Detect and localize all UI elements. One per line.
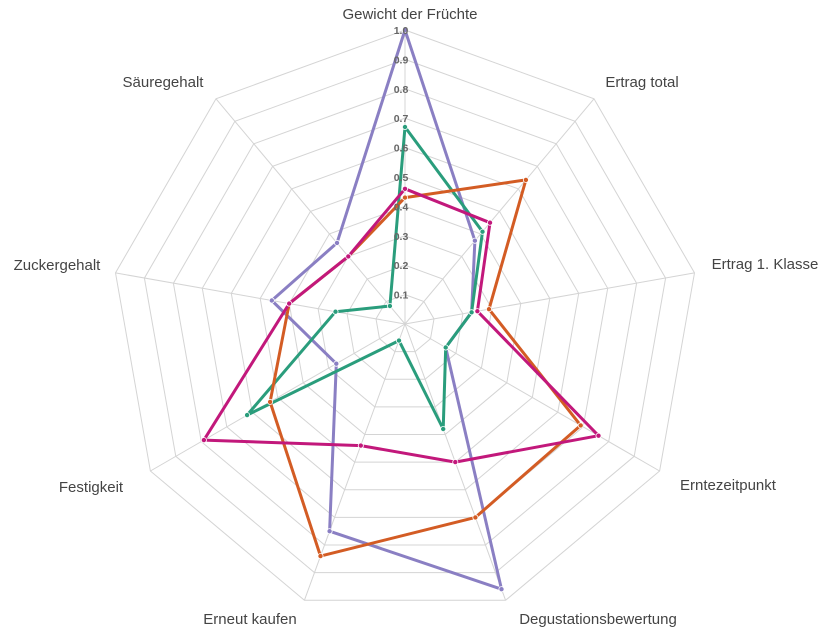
axis-label-0: Gewicht der Früchte <box>342 6 477 23</box>
tick-label-1.0: 1.0 <box>394 25 409 37</box>
data-point-1-2 <box>468 309 475 316</box>
data-point-1-0 <box>401 124 408 131</box>
tick-label-0.2: 0.2 <box>394 260 409 272</box>
radar-series-layer <box>200 26 602 593</box>
data-point-2-4 <box>472 514 479 521</box>
data-point-0-4 <box>498 586 505 593</box>
grid-ring-10 <box>114 29 696 601</box>
tick-label-0.3: 0.3 <box>394 231 409 243</box>
data-point-1-1 <box>479 228 486 235</box>
tick-label-0.4: 0.4 <box>394 201 409 213</box>
grid-ring-6 <box>230 147 580 491</box>
data-point-3-4 <box>452 459 459 466</box>
series-line-3 <box>202 187 600 464</box>
grid-ring-2 <box>346 264 464 380</box>
data-point-0-1 <box>471 237 478 244</box>
data-point-3-8 <box>345 253 352 260</box>
axis-label-1: Ertrag total <box>605 74 678 91</box>
tick-label-0.1: 0.1 <box>394 290 409 302</box>
data-point-0-8 <box>333 239 340 246</box>
series-1 <box>244 124 486 432</box>
axis-spoke-7 <box>115 272 406 325</box>
data-point-3-0 <box>401 185 408 192</box>
series-2 <box>267 176 584 560</box>
series-line-0 <box>270 28 503 591</box>
axis-label-5: Erneut kaufen <box>203 611 296 628</box>
data-point-1-3 <box>442 344 449 351</box>
data-point-3-1 <box>486 219 493 226</box>
tick-label-0.7: 0.7 <box>394 113 409 125</box>
axis-label-3: Erntezeitpunkt <box>680 477 777 494</box>
tick-label-0.5: 0.5 <box>394 172 409 184</box>
axis-spoke-2 <box>404 272 695 325</box>
grid-ring-8 <box>172 88 638 546</box>
data-point-0-0 <box>401 26 408 33</box>
data-point-3-3 <box>595 432 602 439</box>
axis-label-8: Säuregehalt <box>123 74 205 91</box>
series-line-1 <box>245 125 484 431</box>
axis-spoke-1 <box>404 98 595 325</box>
data-point-2-6 <box>267 398 274 405</box>
data-point-3-2 <box>474 308 481 315</box>
series-3 <box>200 185 602 466</box>
axis-spoke-8 <box>215 98 406 325</box>
data-point-2-1 <box>522 176 529 183</box>
data-point-2-2 <box>485 306 492 313</box>
axis-label-7: Zuckergehalt <box>14 257 102 274</box>
axis-spoke-6 <box>150 323 406 472</box>
tick-label-0.9: 0.9 <box>394 54 409 66</box>
data-point-1-5 <box>395 337 402 344</box>
data-point-1-7 <box>332 308 339 315</box>
axis-label-4: Degustationsbewertung <box>519 611 677 628</box>
data-point-1-6 <box>244 412 251 419</box>
axis-label-6: Festigkeit <box>59 479 124 496</box>
data-point-2-3 <box>577 422 584 429</box>
tick-label-0.8: 0.8 <box>394 84 409 96</box>
axis-labels: Gewicht der Früchte Ertrag total Ertrag 1.… <box>14 6 819 628</box>
tick-label-0.6: 0.6 <box>394 143 409 155</box>
radar-grid <box>114 29 696 601</box>
data-point-1-4 <box>440 425 447 432</box>
grid-ring-9 <box>143 58 667 574</box>
data-point-2-5 <box>317 553 324 560</box>
data-point-0-7 <box>268 297 275 304</box>
data-point-3-5 <box>357 442 364 449</box>
grid-ring-7 <box>201 117 609 518</box>
radial-tick-labels: 0.1 0.2 0.3 0.4 0.5 0.6 0.7 0.8 0.9 1.0 <box>394 25 409 302</box>
axis-label-2: Ertrag 1. Klasse <box>712 256 819 273</box>
data-point-3-7 <box>286 300 293 307</box>
data-point-2-0 <box>401 194 408 201</box>
data-point-0-6 <box>333 360 340 367</box>
data-point-0-5 <box>326 528 333 535</box>
grid-ring-5 <box>259 176 551 463</box>
data-point-1-8 <box>386 302 393 309</box>
data-point-3-6 <box>200 437 207 444</box>
